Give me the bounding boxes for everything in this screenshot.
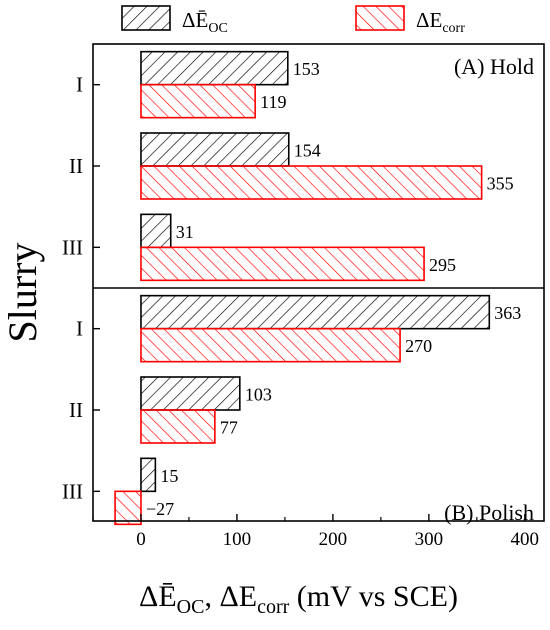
y-category-label: I <box>76 73 83 97</box>
x-axis-label-part: , <box>204 580 219 613</box>
bar-ecorr <box>140 409 216 444</box>
bar-eoc <box>140 376 241 411</box>
x-tick-label: 300 <box>415 529 444 550</box>
x-axis-label-units: (mV vs SCE) <box>289 580 458 613</box>
bar-eoc <box>140 457 157 493</box>
x-tick-label: 100 <box>223 529 252 550</box>
legend-label-eoc: ΔĒOC <box>182 8 228 36</box>
x-axis-label-sub: OC <box>177 596 205 618</box>
bar-ecorr <box>114 490 142 526</box>
data-label-ecorr: −27 <box>146 499 174 519</box>
bar-eoc <box>140 132 290 167</box>
legend-item-ecorr: ΔEcorr <box>355 5 465 36</box>
panel-hold: (A) Hold 153 119 154 355 31 295 <box>140 50 534 282</box>
data-label-eoc: 103 <box>245 385 272 405</box>
bar-eoc <box>140 50 289 86</box>
legend-label-main: ΔE <box>416 8 442 32</box>
y-category-label: I <box>76 317 83 341</box>
legend-swatch-eoc <box>121 5 171 31</box>
y-category-label: III <box>62 235 83 259</box>
bar-ecorr <box>140 246 425 282</box>
x-axis-label-part: ΔE <box>219 580 257 613</box>
x-axis-label-part: ΔĒ <box>139 580 177 613</box>
data-label-ecorr: 270 <box>405 336 432 356</box>
bar-ecorr <box>140 327 401 363</box>
y-category-label: II <box>69 398 83 422</box>
legend: ΔĒOC ΔEcorr <box>121 5 465 36</box>
legend-label-main: ΔĒ <box>182 8 208 32</box>
x-tick-label: 0 <box>136 529 146 550</box>
data-label-eoc: 15 <box>160 466 178 486</box>
data-label-eoc: 153 <box>293 59 320 79</box>
bar-ecorr <box>140 165 483 200</box>
legend-item-eoc: ΔĒOC <box>121 5 228 36</box>
plot-frame <box>92 43 545 522</box>
legend-label-sub: corr <box>442 21 465 36</box>
axes: 0 100 200 300 400 Slurry ΔĒOC, ΔEcorr (mV vs S… <box>0 43 545 618</box>
legend-swatch-ecorr <box>355 5 405 31</box>
data-label-ecorr: 355 <box>487 174 514 194</box>
x-axis-label: ΔĒOC, ΔEcorr (mV vs SCE) <box>139 580 458 618</box>
y-category-label: III <box>62 479 83 503</box>
data-label-ecorr: 119 <box>260 92 286 112</box>
y-axis-label: Slurry <box>0 243 45 343</box>
bar-eoc <box>140 213 172 249</box>
bar-ecorr <box>140 83 256 119</box>
x-axis-label-sub: corr <box>257 596 290 618</box>
x-tick-label: 200 <box>319 529 348 550</box>
data-label-eoc: 154 <box>294 141 321 161</box>
bar-eoc <box>140 294 491 330</box>
y-category-label: II <box>69 154 83 178</box>
x-tick-label: 400 <box>511 529 540 550</box>
data-label-ecorr: 295 <box>429 255 456 275</box>
data-label-ecorr: 77 <box>220 418 238 438</box>
legend-label-sub: OC <box>208 21 227 36</box>
panel-label: (A) Hold <box>454 54 534 79</box>
data-label-eoc: 363 <box>494 303 521 323</box>
legend-label-ecorr: ΔEcorr <box>416 8 465 36</box>
data-label-eoc: 31 <box>176 222 194 242</box>
